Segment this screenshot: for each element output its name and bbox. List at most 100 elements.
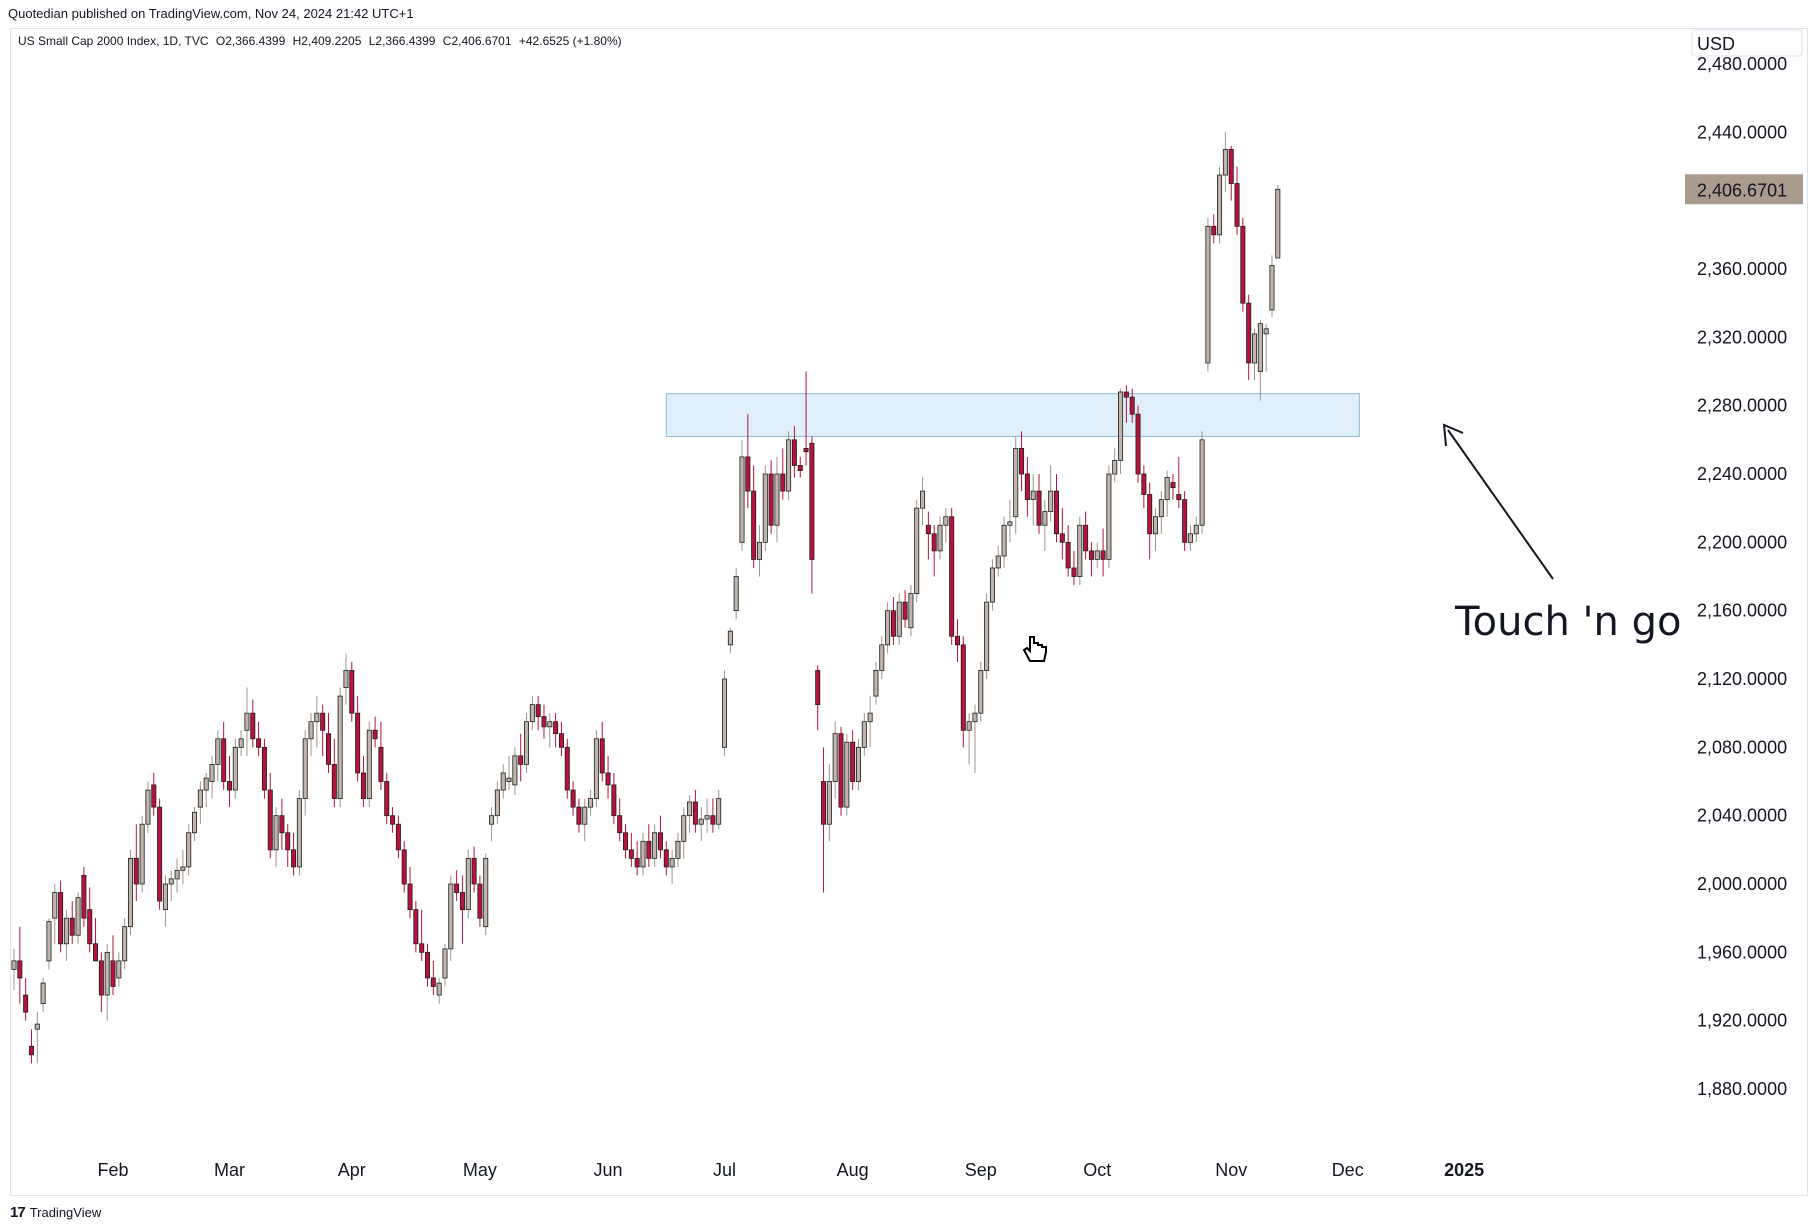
annotation-label: Touch 'n go xyxy=(1454,599,1681,645)
x-tick-label: Dec xyxy=(1332,1160,1364,1180)
candle-body xyxy=(425,951,431,979)
candle-body xyxy=(244,712,250,731)
candle-body xyxy=(40,982,46,1004)
candle-body xyxy=(582,806,588,825)
y-tick-label: 2,440.0000 xyxy=(1697,122,1787,142)
candle-body xyxy=(1240,225,1246,304)
candle-body xyxy=(1030,490,1036,501)
y-tick-label: 2,040.0000 xyxy=(1697,806,1787,826)
candle-body xyxy=(896,601,902,637)
candle-body xyxy=(209,764,215,782)
currency-box xyxy=(1691,29,1803,57)
candle-body xyxy=(803,447,809,453)
candle-body xyxy=(267,789,273,851)
candle-body xyxy=(226,781,232,791)
y-tick-label: 1,920.0000 xyxy=(1697,1011,1787,1031)
candle-body xyxy=(500,772,506,791)
candle-body xyxy=(1088,550,1094,560)
candle-body xyxy=(867,712,873,723)
candle-body xyxy=(296,798,302,868)
brand-label: TradingView xyxy=(29,1205,102,1220)
y-tick-label: 2,320.0000 xyxy=(1697,327,1787,347)
candle-body xyxy=(1106,473,1112,560)
hand-cursor-shape xyxy=(1022,636,1047,662)
x-tick-label: Nov xyxy=(1215,1160,1247,1180)
candle-body xyxy=(291,849,297,868)
candle-body xyxy=(1013,447,1019,518)
candle-body xyxy=(576,806,582,825)
candle-body xyxy=(1193,524,1199,535)
candle-body xyxy=(343,670,349,688)
candle-body xyxy=(465,857,471,911)
candle-body xyxy=(75,897,81,936)
candle-body xyxy=(494,789,500,817)
candle-body xyxy=(954,635,960,646)
candle-body xyxy=(459,892,465,911)
candle-body xyxy=(879,644,885,671)
candle-body xyxy=(355,712,361,774)
candle-body xyxy=(733,576,739,612)
candle-body xyxy=(518,755,524,765)
candle-body xyxy=(838,733,844,808)
x-tick-label: Oct xyxy=(1083,1160,1111,1180)
candle-body xyxy=(58,892,64,945)
y-tick-label: 2,120.0000 xyxy=(1697,669,1787,689)
candle-body xyxy=(308,721,314,740)
candle-body xyxy=(430,977,436,987)
annotation-arrow-head xyxy=(1442,423,1464,447)
change-value: +42.6525 (+1.80%) xyxy=(518,34,622,48)
candle-body xyxy=(1170,482,1176,489)
candle-body xyxy=(63,917,69,945)
candle-body xyxy=(931,533,937,552)
candle-body xyxy=(157,806,163,902)
candle-body xyxy=(221,738,227,782)
candle-body xyxy=(145,789,151,825)
candle-body xyxy=(122,926,128,962)
candle-body xyxy=(640,840,646,868)
chart-frame xyxy=(10,28,1808,1196)
candle-body xyxy=(943,516,949,526)
x-tick-label: Mar xyxy=(214,1160,245,1180)
candle-body xyxy=(279,815,285,834)
y-tick-label: 2,280.0000 xyxy=(1697,396,1787,416)
footer-brand: 17 TradingView xyxy=(10,1204,101,1221)
candle-body xyxy=(553,721,559,735)
candle-body xyxy=(652,832,658,859)
candle-body xyxy=(966,721,972,731)
x-tick-label: Aug xyxy=(837,1160,869,1180)
candle-body xyxy=(1141,473,1147,495)
candle-body xyxy=(151,784,157,808)
candle-body xyxy=(372,729,378,740)
candle-body xyxy=(1199,439,1205,526)
candle-body xyxy=(745,456,751,492)
candle-body xyxy=(186,832,192,868)
candle-body xyxy=(139,823,145,885)
candle-body xyxy=(995,555,1001,569)
candle-body xyxy=(1158,499,1164,518)
candle-body xyxy=(739,456,745,543)
candle-body xyxy=(1094,550,1100,560)
candle-body xyxy=(349,670,355,714)
candle-body xyxy=(873,670,879,697)
candle-body xyxy=(861,721,867,748)
candle-body xyxy=(489,815,495,825)
candle-body xyxy=(786,439,792,492)
candle-body xyxy=(215,738,221,765)
candle-body xyxy=(1257,323,1263,372)
candle-body xyxy=(599,738,605,774)
support-zone xyxy=(665,393,1360,437)
candle-body xyxy=(925,524,931,535)
candle-body xyxy=(605,772,611,786)
candle-body xyxy=(797,465,803,471)
candle-body xyxy=(663,849,669,868)
candle-body xyxy=(1071,567,1077,577)
candle-body xyxy=(989,567,995,603)
current-price-tag xyxy=(1685,174,1803,205)
low-value: L2,366.4399 xyxy=(368,34,436,48)
candle-body xyxy=(93,943,99,962)
x-tick-label: Jun xyxy=(594,1160,623,1180)
candle-body xyxy=(162,883,168,911)
candle-body xyxy=(1252,333,1258,364)
candle-body xyxy=(628,849,634,859)
